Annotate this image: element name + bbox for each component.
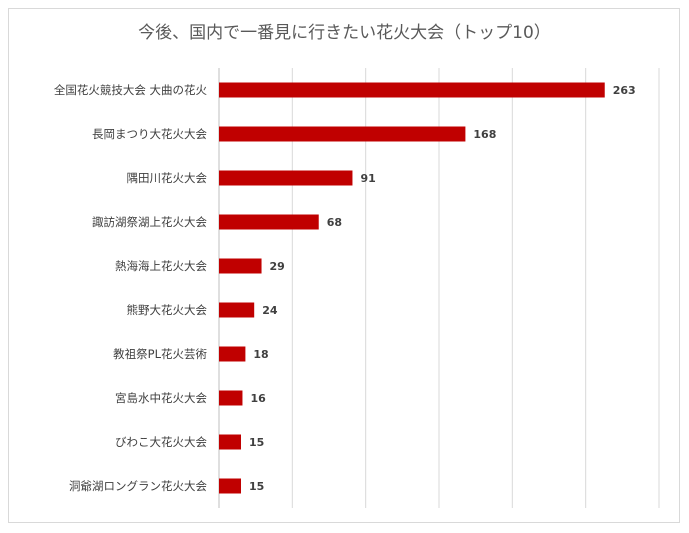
- bar: [219, 170, 353, 186]
- value-label: 15: [249, 436, 264, 449]
- bar: [219, 390, 243, 406]
- category-label: びわこ大花火大会: [115, 435, 207, 449]
- value-label: 91: [360, 172, 375, 185]
- bar: [219, 82, 605, 98]
- value-label: 68: [327, 216, 342, 229]
- category-label: 長岡まつり大花火大会: [92, 127, 207, 141]
- value-label: 15: [249, 480, 264, 493]
- category-label: 熊野大花火大会: [127, 303, 208, 317]
- value-label: 168: [473, 128, 496, 141]
- category-label: 熱海海上花火大会: [115, 259, 207, 273]
- bar: [219, 302, 255, 318]
- bar: [219, 258, 262, 274]
- bar: [219, 346, 246, 362]
- bar: [219, 126, 466, 142]
- bar: [219, 434, 241, 450]
- bar: [219, 478, 241, 494]
- value-label: 263: [613, 84, 636, 97]
- category-label: 隅田川花火大会: [127, 171, 208, 185]
- category-labels: 全国花火競技大会 大曲の花火長岡まつり大花火大会隅田川花火大会諏訪湖祭湖上花火大…: [54, 83, 208, 493]
- category-label: 宮島水中花火大会: [115, 391, 207, 405]
- value-label: 24: [262, 304, 278, 317]
- value-label: 18: [253, 348, 268, 361]
- category-label: 諏訪湖祭湖上花火大会: [92, 215, 207, 229]
- category-label: 洞爺湖ロングラン花火大会: [69, 479, 207, 493]
- value-label: 29: [270, 260, 285, 273]
- value-label: 16: [250, 392, 266, 405]
- category-label: 全国花火競技大会 大曲の花火: [54, 83, 208, 97]
- bars: [219, 82, 605, 494]
- chart-title: 今後、国内で一番見に行きたい花火大会（トップ10）: [138, 23, 551, 43]
- category-label: 教祖祭PL花火芸術: [113, 347, 207, 361]
- bar: [219, 214, 319, 230]
- value-labels: 263 168 91 68 29 24 18 16 15 15: [249, 84, 636, 493]
